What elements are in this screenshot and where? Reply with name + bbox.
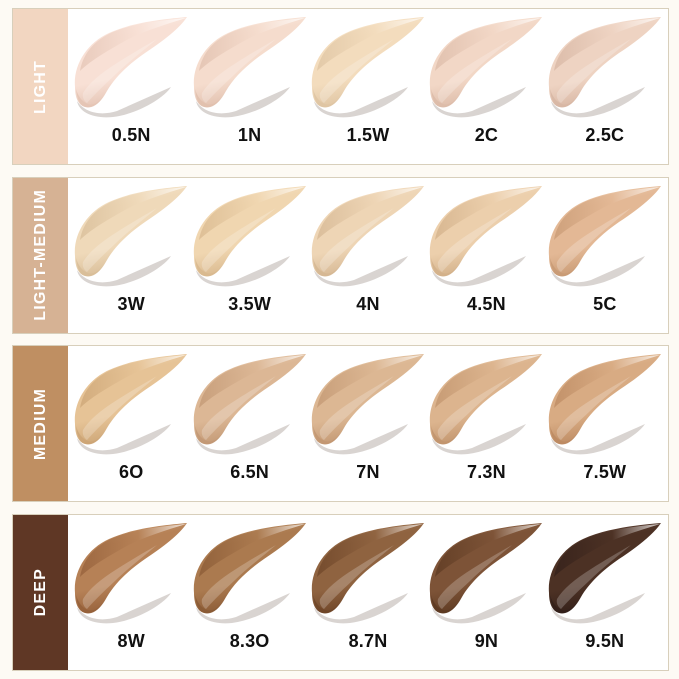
row-depth-label: MEDIUM — [13, 346, 68, 502]
smear-shape — [311, 17, 425, 118]
foundation-smear-swatch — [67, 352, 189, 460]
shade-swatch-cell[interactable]: 2.5C — [546, 15, 664, 164]
shade-name-label: 9N — [474, 630, 499, 651]
foundation-smear-swatch — [304, 15, 426, 123]
row-depth-label: DEEP — [13, 514, 68, 670]
shade-name-label: 8W — [117, 630, 145, 651]
smear-shape — [311, 185, 425, 286]
shade-name-label: 6.5N — [230, 462, 270, 483]
foundation-smear-swatch — [186, 352, 308, 460]
smear-shape — [430, 522, 543, 624]
smear-shape — [193, 522, 306, 624]
foundation-smear-swatch — [67, 184, 189, 292]
smear-shape — [75, 522, 188, 624]
shade-row: LIGHT 0.5N 1N 1.5W 2C 2.5C — [12, 8, 669, 165]
smear-shape — [430, 185, 543, 286]
shade-name-label: 4N — [356, 293, 380, 314]
smear-shape — [548, 354, 661, 455]
smear-shape — [75, 17, 188, 118]
shade-name-label: 4.5N — [467, 293, 506, 314]
smear-shape — [193, 354, 306, 455]
shade-swatch-cell[interactable]: 8W — [72, 521, 190, 670]
smear-shape — [548, 522, 661, 624]
smear-shape — [75, 354, 188, 455]
shade-row: DEEP 8W 8.3O 8.7N 9N 9.5N — [12, 513, 669, 671]
shade-swatch-cell[interactable]: 0.5N — [72, 15, 190, 164]
foundation-smear-swatch — [67, 521, 189, 629]
row-depth-label: LIGHT — [13, 9, 68, 164]
smear-shape — [548, 17, 661, 118]
shade-swatch-cell[interactable]: 5C — [546, 184, 664, 333]
foundation-smear-swatch — [67, 15, 189, 123]
shade-name-label: 3.5W — [228, 293, 272, 314]
foundation-smear-swatch — [186, 521, 308, 629]
shade-swatch-cell[interactable]: 9.5N — [546, 521, 664, 670]
foundation-smear-swatch — [422, 184, 544, 292]
shade-swatch-cell[interactable]: 1.5W — [309, 15, 427, 164]
shade-name-label: 7.3N — [467, 462, 506, 483]
foundation-smear-swatch — [422, 521, 544, 629]
shade-swatch-cell[interactable]: 4.5N — [427, 184, 545, 333]
shade-name-label: 8.7N — [348, 630, 388, 651]
shade-swatch-cell[interactable]: 6O — [72, 352, 190, 501]
shade-swatch-cell[interactable]: 2C — [427, 15, 545, 164]
row-depth-label-text: LIGHT — [31, 59, 49, 114]
foundation-smear-swatch — [541, 521, 663, 629]
foundation-smear-swatch — [304, 352, 426, 460]
shade-swatch-cell[interactable]: 1N — [190, 15, 308, 164]
shade-row: MEDIUM 6O 6.5N 7N 7.3N 7.5W — [12, 345, 669, 503]
foundation-smear-swatch — [186, 15, 308, 123]
shade-swatch-cell[interactable]: 3.5W — [190, 184, 308, 333]
swatch-track: 6O 6.5N 7N 7.3N 7.5W — [68, 346, 668, 502]
smear-shape — [75, 185, 188, 286]
shade-swatch-cell[interactable]: 3W — [72, 184, 190, 333]
row-depth-label: LIGHT-MEDIUM — [13, 177, 68, 333]
foundation-smear-swatch — [422, 352, 544, 460]
shade-swatch-cell[interactable]: 7.5W — [546, 352, 664, 501]
shade-name-label: 9.5N — [585, 630, 625, 651]
swatch-track: 3W 3.5W 4N 4.5N 5C — [68, 177, 668, 333]
shade-swatch-cell[interactable]: 4N — [309, 184, 427, 333]
row-depth-label-text: LIGHT-MEDIUM — [31, 189, 49, 322]
shade-name-label: 2C — [474, 125, 499, 145]
foundation-smear-swatch — [186, 184, 308, 292]
shade-swatch-cell[interactable]: 6.5N — [190, 352, 308, 501]
shade-name-label: 1N — [237, 125, 262, 145]
smear-shape — [548, 185, 661, 286]
shade-name-label: 5C — [593, 293, 617, 314]
foundation-smear-swatch — [304, 184, 426, 292]
shade-name-label: 7N — [356, 462, 380, 483]
smear-shape — [430, 354, 543, 455]
shade-name-label: 8.3O — [229, 630, 270, 651]
shade-swatch-cell[interactable]: 8.3O — [190, 521, 308, 670]
shade-name-label: 6O — [118, 462, 144, 483]
swatch-track: 0.5N 1N 1.5W 2C 2.5C — [68, 9, 668, 164]
foundation-smear-swatch — [541, 352, 663, 460]
foundation-smear-swatch — [541, 184, 663, 292]
shade-swatch-cell[interactable]: 7.3N — [427, 352, 545, 501]
shade-name-label: 7.5W — [583, 462, 627, 483]
foundation-smear-swatch — [422, 15, 544, 123]
row-depth-label-text: MEDIUM — [31, 387, 49, 460]
foundation-smear-swatch — [541, 15, 663, 123]
shade-swatch-cell[interactable]: 7N — [309, 352, 427, 501]
shade-name-label: 0.5N — [111, 125, 151, 145]
row-depth-label-text: DEEP — [31, 568, 49, 617]
smear-shape — [193, 185, 306, 286]
shade-name-label: 3W — [117, 293, 145, 314]
shade-row: LIGHT-MEDIUM 3W 3.5W 4N 4.5N 5C — [12, 176, 669, 334]
swatch-track: 8W 8.3O 8.7N 9N 9.5N — [68, 514, 668, 670]
shade-name-label: 2.5C — [585, 125, 625, 145]
shade-swatch-cell[interactable]: 9N — [427, 521, 545, 670]
smear-shape — [430, 17, 543, 118]
shade-swatch-cell[interactable]: 8.7N — [309, 521, 427, 670]
shade-name-label: 1.5W — [346, 125, 390, 145]
smear-shape — [193, 17, 306, 118]
smear-shape — [311, 354, 425, 455]
foundation-smear-swatch — [304, 521, 426, 629]
smear-shape — [311, 522, 425, 624]
